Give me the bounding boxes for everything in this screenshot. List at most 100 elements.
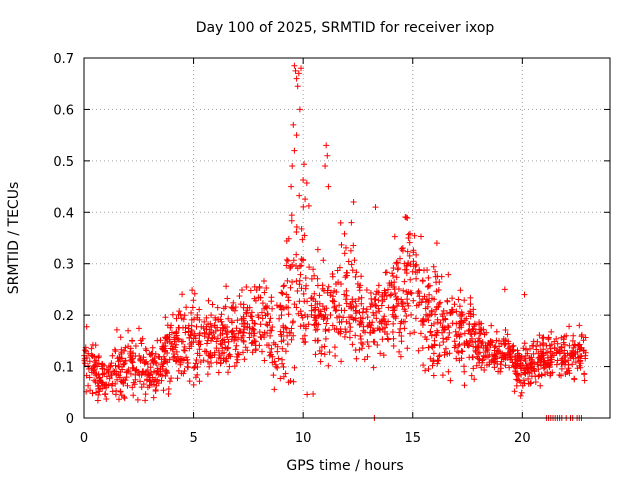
data-point (445, 334, 452, 341)
data-point (110, 368, 117, 375)
data-point (331, 287, 338, 294)
data-point (180, 338, 186, 345)
data-point (290, 378, 297, 385)
data-point (204, 340, 210, 347)
data-point (313, 321, 320, 327)
data-point (529, 359, 536, 365)
data-point (270, 372, 277, 379)
data-point (162, 343, 169, 349)
data-point (157, 337, 164, 344)
data-point (569, 337, 576, 344)
data-point (257, 294, 264, 301)
data-point (476, 356, 483, 363)
data-point (225, 344, 232, 351)
data-point (390, 313, 397, 320)
data-point (267, 332, 274, 339)
data-point (318, 344, 325, 351)
data-point (298, 65, 304, 72)
data-point (119, 363, 125, 370)
data-point (138, 340, 145, 347)
data-point (193, 357, 200, 363)
data-point (188, 316, 195, 323)
data-point (189, 304, 196, 311)
data-point (292, 67, 299, 74)
data-point (511, 388, 518, 395)
data-point (521, 340, 528, 347)
data-point (423, 296, 430, 303)
data-point (282, 348, 289, 355)
data-point (336, 313, 343, 320)
data-point (258, 334, 265, 341)
data-point (535, 359, 542, 366)
data-point (471, 376, 478, 383)
data-point (336, 319, 343, 326)
data-point (571, 376, 578, 383)
data-point (577, 345, 584, 352)
data-point (531, 360, 538, 367)
data-point (192, 332, 198, 339)
data-point (312, 351, 319, 358)
data-point (467, 301, 474, 308)
data-point (358, 273, 365, 280)
data-point (159, 366, 166, 372)
data-point (367, 290, 374, 296)
data-point (553, 349, 560, 356)
data-point (147, 364, 154, 371)
data-point (164, 333, 171, 340)
data-point (136, 325, 142, 332)
data-point (540, 340, 547, 346)
data-point (363, 308, 370, 315)
data-point (466, 327, 473, 333)
data-point (425, 282, 432, 289)
data-point (404, 345, 411, 352)
data-point (214, 335, 221, 342)
data-point (151, 368, 157, 375)
data-point (160, 387, 167, 394)
data-point (389, 270, 396, 277)
data-point (353, 269, 360, 276)
data-point (201, 318, 208, 325)
data-point (502, 327, 509, 333)
data-point (413, 302, 420, 309)
data-point (124, 368, 131, 375)
data-point (356, 346, 363, 353)
data-point (244, 307, 251, 314)
data-point (314, 301, 321, 307)
data-point (551, 345, 558, 352)
data-point (393, 296, 400, 303)
data-point (505, 340, 512, 347)
data-point (146, 382, 153, 389)
data-point (136, 352, 143, 359)
data-point (521, 291, 528, 298)
data-point (111, 368, 118, 375)
data-point (518, 389, 525, 396)
data-point (123, 374, 130, 381)
data-point (475, 350, 482, 357)
data-point (436, 342, 443, 349)
data-point (350, 242, 357, 249)
data-point (211, 322, 218, 329)
data-point (132, 376, 139, 383)
data-point (251, 320, 258, 327)
data-point (491, 359, 497, 366)
data-point (457, 331, 464, 338)
y-tick-label: 0.4 (53, 206, 74, 221)
data-point (437, 320, 444, 327)
data-point (95, 382, 102, 389)
data-point (226, 351, 233, 358)
data-point (429, 362, 436, 369)
data-point (375, 305, 382, 312)
data-point (225, 369, 231, 376)
data-point (483, 354, 489, 361)
data-point (349, 341, 356, 348)
data-point (562, 358, 569, 365)
data-point (428, 322, 435, 329)
data-point (252, 320, 258, 327)
data-point (405, 259, 412, 266)
data-point (151, 378, 158, 385)
data-point (417, 330, 424, 337)
data-point (306, 264, 313, 271)
data-point (312, 317, 319, 324)
